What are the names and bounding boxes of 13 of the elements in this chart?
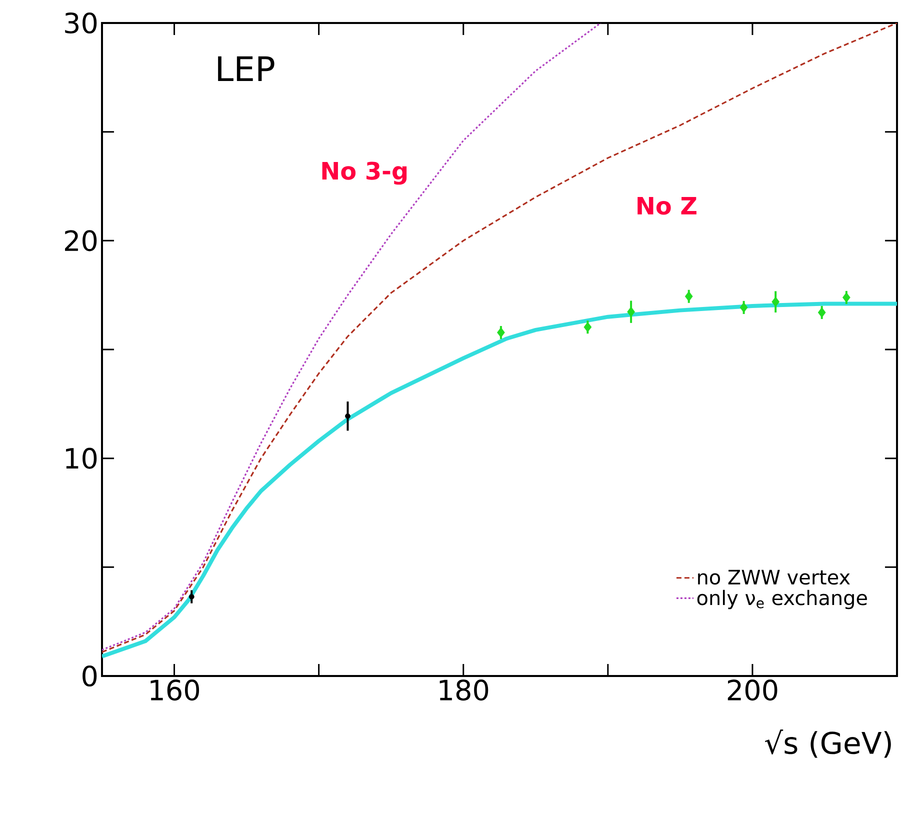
y-tick-label: 20 bbox=[65, 230, 97, 252]
annotation: No 3-g bbox=[322, 162, 407, 185]
x-tick-label: 160 bbox=[150, 680, 200, 701]
x-axis-title: √s (GeV) bbox=[764, 730, 891, 758]
y-tick-label: 0 bbox=[82, 665, 97, 687]
annotation: LEP bbox=[218, 56, 274, 82]
legend-label: no ZWW vertex bbox=[698, 570, 850, 585]
x-tick-label: 180 bbox=[440, 680, 488, 701]
annotation: No Z bbox=[638, 196, 696, 215]
x-tick-label: 200 bbox=[728, 680, 778, 701]
legend-label: only ν$_{e}$ exchange bbox=[697, 590, 867, 610]
y-tick-label: 10 bbox=[66, 448, 97, 469]
y-tick-label: 30 bbox=[65, 12, 97, 34]
